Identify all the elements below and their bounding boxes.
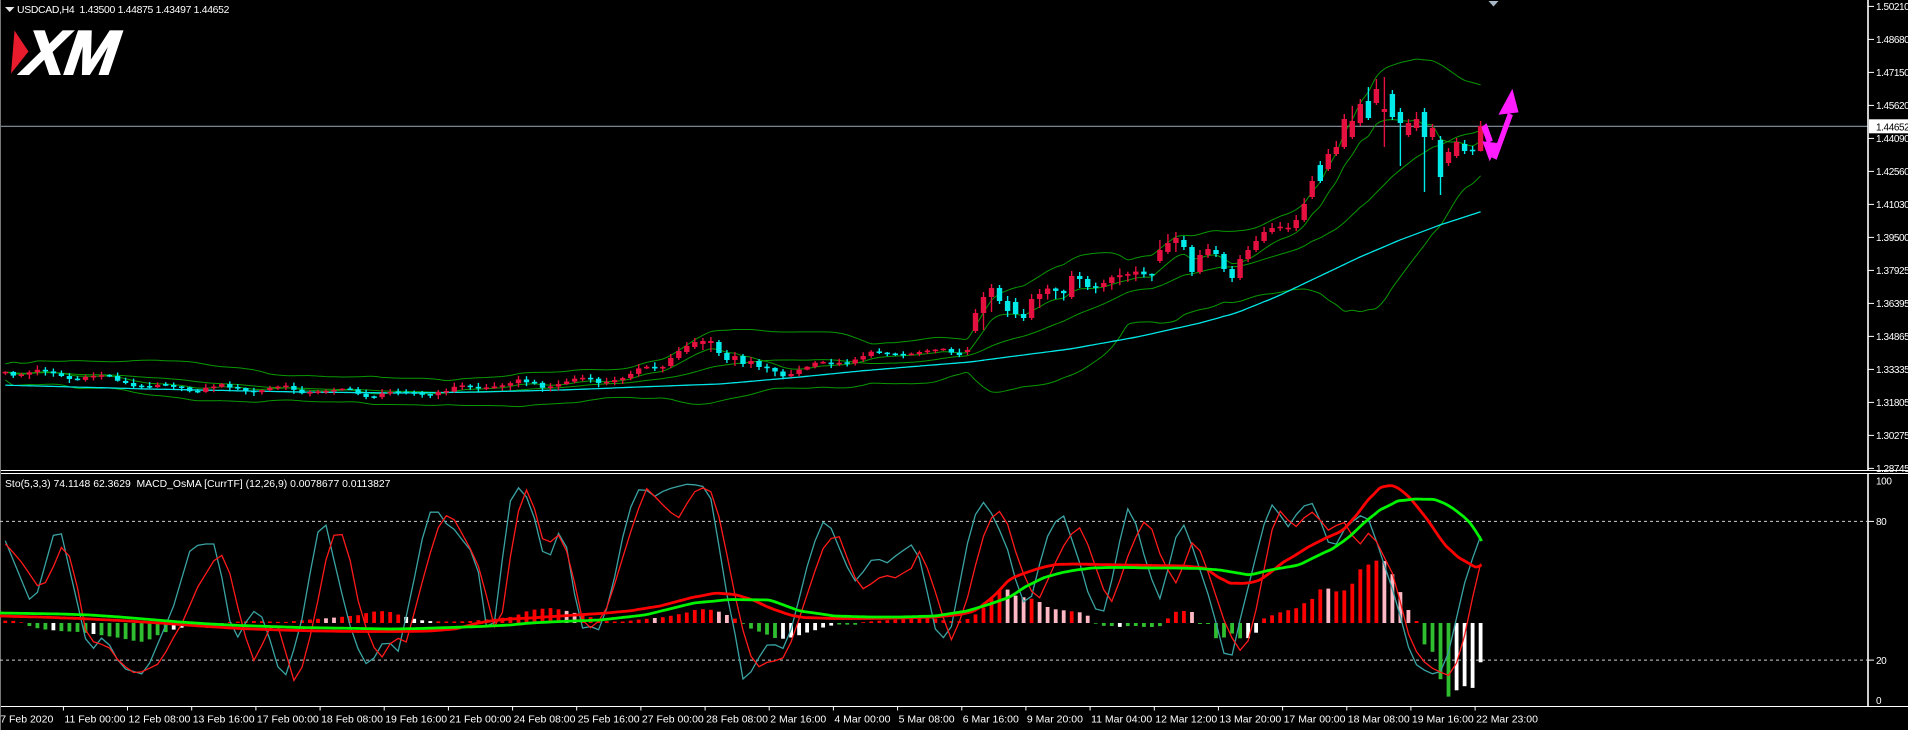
- svg-text:USDCAD,H4 1.43500 1.44875 1.4: USDCAD,H4 1.43500 1.44875 1.43497 1.4465…: [17, 5, 230, 16]
- svg-text:21 Feb 00:00: 21 Feb 00:00: [449, 714, 511, 726]
- svg-text:1.41030: 1.41030: [1876, 200, 1908, 211]
- svg-text:7 Feb 2020: 7 Feb 2020: [0, 714, 53, 726]
- svg-text:1.28745: 1.28745: [1876, 464, 1908, 475]
- svg-text:17 Mar 00:00: 17 Mar 00:00: [1284, 714, 1346, 726]
- svg-text:1.34865: 1.34865: [1876, 332, 1908, 343]
- svg-text:20: 20: [1876, 656, 1887, 667]
- svg-text:100: 100: [1876, 476, 1892, 487]
- svg-text:2 Mar 16:00: 2 Mar 16:00: [770, 714, 826, 726]
- svg-text:27 Feb 00:00: 27 Feb 00:00: [642, 714, 704, 726]
- svg-text:13 Mar 20:00: 13 Mar 20:00: [1219, 714, 1281, 726]
- svg-text:25 Feb 16:00: 25 Feb 16:00: [578, 714, 640, 726]
- svg-text:1.42560: 1.42560: [1876, 167, 1908, 178]
- svg-text:13 Feb 16:00: 13 Feb 16:00: [193, 714, 255, 726]
- svg-text:1.39500: 1.39500: [1876, 233, 1908, 244]
- svg-text:XM: XM: [17, 19, 124, 88]
- svg-text:19 Mar 16:00: 19 Mar 16:00: [1412, 714, 1474, 726]
- svg-text:1.44090: 1.44090: [1876, 134, 1908, 145]
- svg-text:6 Mar 16:00: 6 Mar 16:00: [963, 714, 1019, 726]
- svg-text:1.37925: 1.37925: [1876, 266, 1908, 277]
- svg-text:1.48680: 1.48680: [1876, 35, 1908, 46]
- svg-text:Sto(5,3,3) 74.1148 62.3629 MA: Sto(5,3,3) 74.1148 62.3629 MACD_OsMA [Cu…: [5, 479, 391, 490]
- svg-text:1.44652: 1.44652: [1876, 122, 1908, 133]
- svg-text:1.30275: 1.30275: [1876, 431, 1908, 442]
- svg-text:0: 0: [1876, 696, 1882, 707]
- svg-text:1.31805: 1.31805: [1876, 398, 1908, 409]
- svg-text:4 Mar 00:00: 4 Mar 00:00: [834, 714, 890, 726]
- svg-text:11 Mar 04:00: 11 Mar 04:00: [1091, 714, 1152, 726]
- svg-text:12 Mar 12:00: 12 Mar 12:00: [1155, 714, 1217, 726]
- svg-text:18 Mar 08:00: 18 Mar 08:00: [1348, 714, 1410, 726]
- svg-text:11 Feb 00:00: 11 Feb 00:00: [64, 714, 125, 726]
- svg-text:1.33335: 1.33335: [1876, 365, 1908, 376]
- svg-text:22 Mar 23:00: 22 Mar 23:00: [1476, 714, 1538, 726]
- svg-text:28 Feb 08:00: 28 Feb 08:00: [706, 714, 768, 726]
- svg-text:80: 80: [1876, 517, 1887, 528]
- svg-text:18 Feb 08:00: 18 Feb 08:00: [321, 714, 383, 726]
- svg-text:5 Mar 08:00: 5 Mar 08:00: [899, 714, 955, 726]
- svg-text:1.45620: 1.45620: [1876, 101, 1908, 112]
- svg-text:24 Feb 08:00: 24 Feb 08:00: [514, 714, 576, 726]
- svg-text:1.50210: 1.50210: [1876, 2, 1908, 13]
- svg-text:12 Feb 08:00: 12 Feb 08:00: [129, 714, 191, 726]
- svg-text:1.47150: 1.47150: [1876, 68, 1908, 79]
- svg-text:19 Feb 16:00: 19 Feb 16:00: [385, 714, 447, 726]
- svg-text:9 Mar 20:00: 9 Mar 20:00: [1027, 714, 1083, 726]
- svg-text:1.36395: 1.36395: [1876, 299, 1908, 310]
- svg-text:17 Feb 00:00: 17 Feb 00:00: [257, 714, 319, 726]
